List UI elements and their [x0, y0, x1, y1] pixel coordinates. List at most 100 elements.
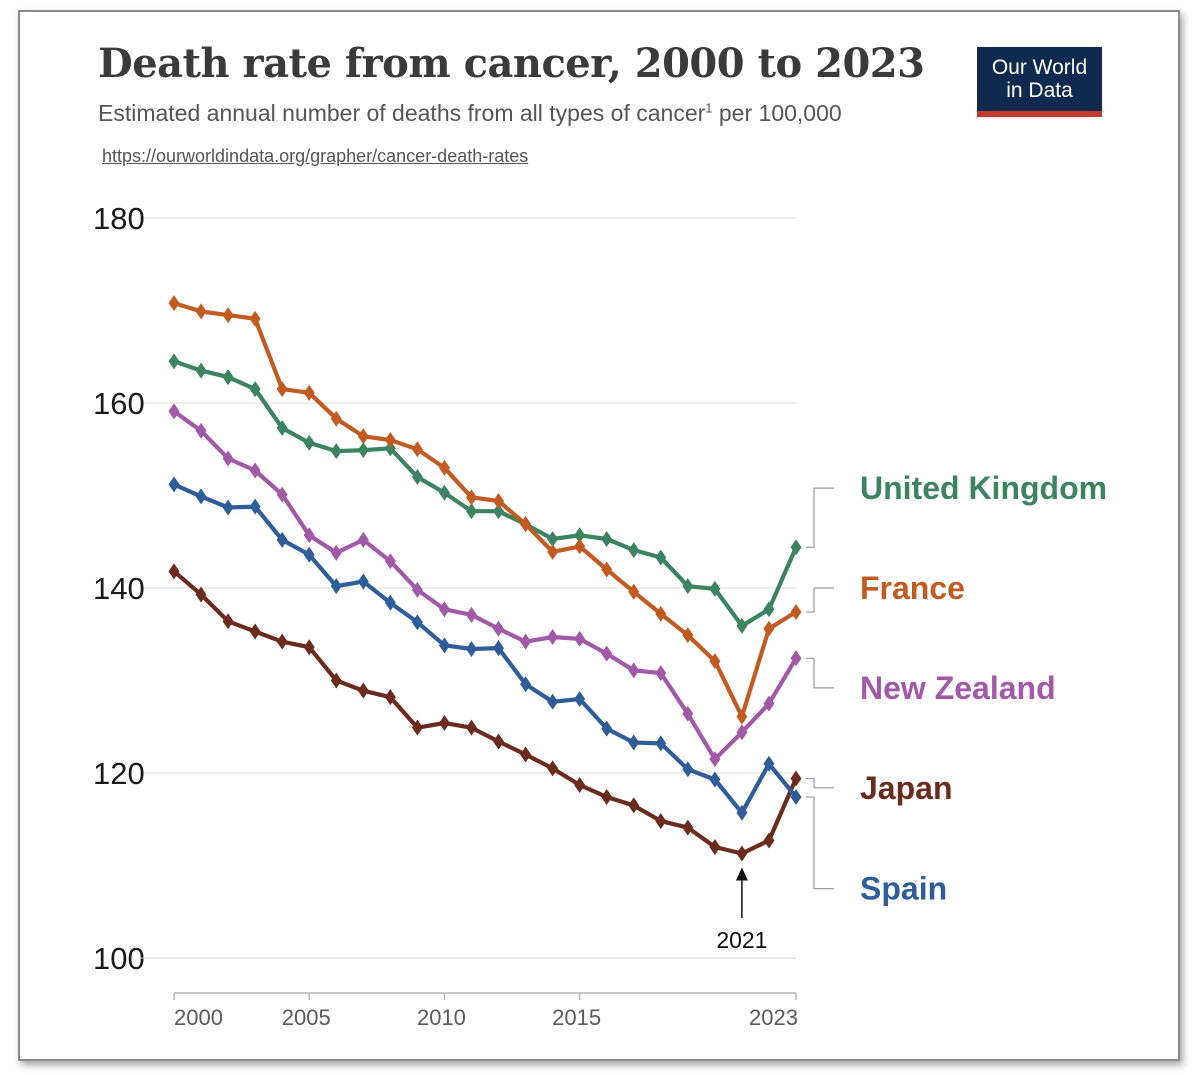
logo-line-2: in Data: [1006, 79, 1073, 102]
data-point-france-2019: [682, 627, 694, 644]
data-point-united-kingdom-2002: [222, 369, 234, 386]
x-tick-label-2005: 2005: [282, 1005, 331, 1030]
data-point-france-2007: [357, 428, 369, 445]
data-point-japan-2014: [547, 760, 559, 777]
data-point-new-zealand-2003: [249, 462, 261, 479]
data-point-united-kingdom-2015: [574, 527, 586, 544]
data-point-united-kingdom-2011: [465, 503, 477, 520]
data-point-france-2016: [601, 561, 613, 578]
source-link[interactable]: https://ourworldindata.org/grapher/cance…: [102, 146, 529, 166]
data-point-france-2014: [547, 543, 559, 560]
data-point-france-2009: [411, 441, 423, 458]
data-point-united-kingdom-2009: [411, 469, 423, 485]
data-point-japan-2015: [574, 777, 586, 794]
data-point-united-kingdom-2000: [168, 353, 180, 370]
data-point-united-kingdom-2022: [763, 601, 775, 618]
y-tick-label-140: 140: [93, 571, 145, 606]
series-label-france: France: [860, 570, 965, 606]
data-point-japan-2017: [628, 797, 640, 814]
data-point-spain-2004: [276, 531, 288, 548]
data-point-japan-2022: [763, 832, 775, 849]
data-point-spain-2012: [493, 640, 505, 657]
data-point-united-kingdom-2014: [547, 530, 559, 547]
data-point-spain-2009: [411, 614, 423, 631]
label-connector-spain: [806, 796, 834, 890]
data-point-new-zealand-2009: [411, 581, 423, 598]
data-point-united-kingdom-2004: [276, 419, 288, 436]
label-connector-united-kingdom: [806, 487, 834, 548]
series-line-france: [171, 301, 799, 719]
data-point-new-zealand-2019: [682, 705, 694, 722]
data-point-france-2013: [520, 516, 532, 533]
data-point-new-zealand-2017: [628, 662, 640, 679]
data-point-new-zealand-2005: [303, 527, 315, 544]
data-point-france-2004: [276, 381, 288, 398]
series-line-new-zealand: [171, 409, 799, 762]
data-point-united-kingdom-2007: [357, 442, 369, 459]
data-point-united-kingdom-2001: [195, 362, 207, 379]
data-point-japan-2012: [493, 733, 505, 750]
data-point-france-2012: [493, 493, 505, 510]
data-point-spain-2007: [357, 573, 369, 590]
data-point-france-2011: [465, 489, 477, 506]
data-point-united-kingdom-2021: [736, 617, 748, 634]
data-point-new-zealand-2014: [547, 629, 559, 646]
chart-title: Death rate from cancer, 2000 to 2023: [98, 40, 925, 87]
data-point-japan-2001: [195, 586, 207, 603]
data-point-spain-2002: [222, 499, 234, 516]
data-point-japan-2018: [655, 813, 667, 830]
data-point-new-zealand-2020: [709, 751, 721, 768]
data-point-new-zealand-2013: [520, 633, 532, 650]
data-point-united-kingdom-2003: [249, 381, 261, 398]
series-line-spain: [171, 482, 799, 815]
data-point-spain-2001: [195, 488, 207, 505]
data-point-spain-2016: [601, 720, 613, 737]
data-point-united-kingdom-2020: [709, 580, 721, 597]
label-connector-new-zealand: [806, 657, 834, 689]
data-point-spain-2021: [736, 804, 748, 821]
data-point-spain-2011: [465, 641, 477, 658]
data-point-new-zealand-2002: [222, 450, 234, 467]
data-point-france-2001: [195, 303, 207, 320]
series-label-united-kingdom: United Kingdom: [860, 470, 1107, 506]
data-point-japan-2007: [357, 682, 369, 699]
footnote-marker: 1: [705, 100, 713, 116]
y-tick-label-100: 100: [93, 941, 145, 976]
data-point-france-2020: [709, 653, 721, 670]
series-line-japan: [171, 569, 799, 856]
subtitle-text: Estimated annual number of deaths from a…: [98, 100, 706, 126]
data-point-united-kingdom-2018: [655, 549, 667, 566]
data-point-spain-2022: [763, 755, 775, 772]
annotation-label: 2021: [716, 927, 767, 953]
data-point-new-zealand-2010: [438, 601, 450, 618]
data-point-spain-2015: [574, 691, 586, 707]
data-point-japan-2020: [709, 839, 721, 855]
annotation-arrowhead: [735, 867, 748, 881]
label-connector-france: [806, 587, 834, 613]
data-point-new-zealand-2018: [655, 665, 667, 682]
data-point-united-kingdom-2016: [601, 530, 613, 547]
data-point-france-2022: [763, 620, 775, 637]
data-point-new-zealand-2023: [790, 650, 802, 667]
data-point-new-zealand-2022: [763, 695, 775, 712]
data-point-japan-2013: [520, 746, 532, 763]
data-point-new-zealand-2021: [736, 724, 748, 741]
series-label-japan: Japan: [860, 770, 952, 806]
data-point-france-2003: [249, 310, 261, 327]
data-point-france-2017: [628, 583, 640, 600]
data-point-japan-2003: [249, 623, 261, 640]
data-point-spain-2010: [438, 637, 450, 654]
data-point-new-zealand-2011: [465, 606, 477, 623]
data-point-france-2002: [222, 307, 234, 324]
owid-logo[interactable]: Our World in Data: [977, 47, 1102, 117]
x-tick-label-2023: 2023: [749, 1005, 798, 1030]
logo-line-1: Our World: [991, 56, 1088, 79]
data-point-france-2018: [655, 605, 667, 622]
data-point-france-2015: [574, 538, 586, 555]
data-point-united-kingdom-2010: [438, 484, 450, 501]
data-point-france-2023: [790, 604, 802, 621]
data-point-japan-2023: [790, 770, 802, 787]
data-point-united-kingdom-2008: [384, 440, 396, 457]
data-point-france-2000: [168, 295, 180, 312]
